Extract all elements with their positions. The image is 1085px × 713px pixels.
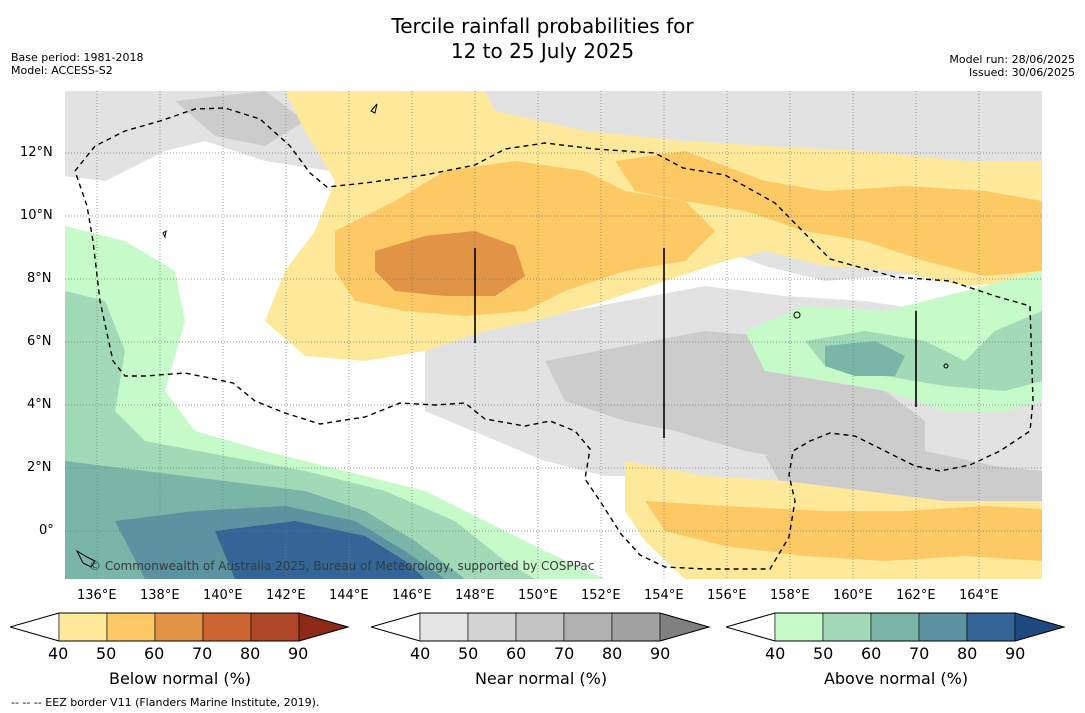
colorbar-above-normal xyxy=(726,612,1066,642)
lon-label-160e: 160°E xyxy=(833,588,873,603)
lat-label-2n: 2°N xyxy=(27,460,52,475)
colorbar-near-outline xyxy=(371,612,711,642)
lat-label-12n: 12°N xyxy=(20,145,53,160)
map-gridlines xyxy=(65,91,1042,579)
lon-label-152e: 152°E xyxy=(581,588,621,603)
near-tick-80: 80 xyxy=(602,644,623,663)
below-normal-region-south-core xyxy=(645,501,1042,561)
lon-label-150e: 150°E xyxy=(518,588,558,603)
lon-label-142e: 142°E xyxy=(266,588,306,603)
above-normal-region-east-peak xyxy=(825,341,905,376)
near-tick-50: 50 xyxy=(458,644,479,663)
above-tick-60: 60 xyxy=(861,644,882,663)
eez-borders xyxy=(74,107,1034,570)
marker-lines xyxy=(474,248,917,438)
copyright-note: © Commonwealth of Australia 2025, Bureau… xyxy=(89,559,594,573)
near-tick-90: 90 xyxy=(650,644,671,663)
above-tick-90: 90 xyxy=(1005,644,1026,663)
colorbar-near-cell-3 xyxy=(515,612,565,642)
model-name: Model: ACCESS-S2 xyxy=(11,64,113,77)
colorbar-near-cell-1 xyxy=(419,612,469,642)
colorbar-near-cell-4 xyxy=(563,612,613,642)
run-info: Model run: 28/06/2025 Issued: 30/06/2025 xyxy=(949,53,1075,79)
eez-border-palau-fsm-north xyxy=(74,107,1034,570)
near-tick-60: 60 xyxy=(506,644,527,663)
colorbar-near-cell-2 xyxy=(467,612,517,642)
map-title: Tercile rainfall probabilities for 12 to… xyxy=(0,14,1085,64)
lon-label-156e: 156°E xyxy=(707,588,747,603)
island-pohnpei xyxy=(793,311,801,319)
colorbar-below-cell-6 xyxy=(298,612,350,642)
lon-label-154e: 154°E xyxy=(644,588,684,603)
below-normal-region-peak xyxy=(375,231,525,296)
colorbar-near-cell-6 xyxy=(659,612,711,642)
model-run-date: Model run: 28/06/2025 xyxy=(949,53,1075,66)
lon-label-162e: 162°E xyxy=(896,588,936,603)
lon-label-158e: 158°E xyxy=(770,588,810,603)
probability-map: © Commonwealth of Australia 2025, Bureau… xyxy=(65,91,1042,579)
colorbar-above-cell-2 xyxy=(822,612,872,642)
eez-legend-note: -- -- -- EEZ border V11 (Flanders Marine… xyxy=(11,696,320,709)
colorbar-above-cell-5 xyxy=(966,612,1016,642)
lat-label-6n: 6°N xyxy=(27,334,52,349)
colorbar-above-outline xyxy=(726,612,1066,642)
colorbar-near-cell-5 xyxy=(611,612,661,642)
lat-label-8n: 8°N xyxy=(27,271,52,286)
lat-label-0: 0° xyxy=(39,523,54,538)
lon-label-140e: 140°E xyxy=(203,588,243,603)
below-normal-region-east xyxy=(615,151,1042,276)
above-normal-label: Above normal (%) xyxy=(823,669,969,688)
colorbar-below-outline xyxy=(10,612,350,642)
title-line-1: Tercile rainfall probabilities for xyxy=(391,14,694,38)
lon-label-136e: 136°E xyxy=(77,588,117,603)
lon-label-148e: 148°E xyxy=(455,588,495,603)
issued-date: Issued: 30/06/2025 xyxy=(968,66,1075,79)
title-line-2: 12 to 25 July 2025 xyxy=(450,39,635,63)
colorbar-above-cell-3 xyxy=(870,612,920,642)
colorbar-above-cell-1 xyxy=(774,612,824,642)
below-tick-40: 40 xyxy=(48,644,69,663)
colorbar-below-cell-3 xyxy=(154,612,204,642)
near-tick-70: 70 xyxy=(554,644,575,663)
lon-label-146e: 146°E xyxy=(392,588,432,603)
below-normal-label: Below normal (%) xyxy=(108,669,252,688)
below-tick-70: 70 xyxy=(192,644,213,663)
island-yap xyxy=(162,229,167,239)
colorbar-below-cell-0 xyxy=(10,612,60,642)
probability-shading xyxy=(65,91,1042,579)
colorbar-above-cell-4 xyxy=(918,612,968,642)
above-tick-50: 50 xyxy=(813,644,834,663)
near-tick-40: 40 xyxy=(410,644,431,663)
above-normal-region-southwest-peak xyxy=(215,521,425,579)
below-tick-60: 60 xyxy=(144,644,165,663)
colorbar-below-cell-5 xyxy=(250,612,300,642)
model-info: Base period: 1981-2018 Model: ACCESS-S2 xyxy=(11,51,143,77)
island-png-coast xyxy=(75,549,96,568)
near-normal-label: Near normal (%) xyxy=(474,669,608,688)
colorbar-above-cell-0 xyxy=(726,612,776,642)
island-guam xyxy=(370,103,378,114)
below-tick-50: 50 xyxy=(96,644,117,663)
lon-label-144e: 144°E xyxy=(329,588,369,603)
above-tick-70: 70 xyxy=(909,644,930,663)
colorbar-below-cell-1 xyxy=(58,612,108,642)
base-period: Base period: 1981-2018 xyxy=(11,51,144,64)
islands xyxy=(75,103,949,568)
lat-label-10n: 10°N xyxy=(20,208,53,223)
lat-label-4n: 4°N xyxy=(27,397,52,412)
island-kosrae xyxy=(943,363,949,369)
colorbar-below-cell-2 xyxy=(106,612,156,642)
colorbar-near-normal xyxy=(371,612,711,642)
lon-label-138e: 138°E xyxy=(140,588,180,603)
colorbar-above-cell-6 xyxy=(1014,612,1066,642)
colorbar-near-cell-0 xyxy=(371,612,421,642)
below-tick-90: 90 xyxy=(288,644,309,663)
colorbar-below-cell-4 xyxy=(202,612,252,642)
above-tick-40: 40 xyxy=(765,644,786,663)
above-tick-80: 80 xyxy=(957,644,978,663)
near-normal-region-northwest xyxy=(175,91,305,146)
lon-label-164e: 164°E xyxy=(959,588,999,603)
colorbar-below-normal xyxy=(10,612,350,642)
below-tick-80: 80 xyxy=(240,644,261,663)
